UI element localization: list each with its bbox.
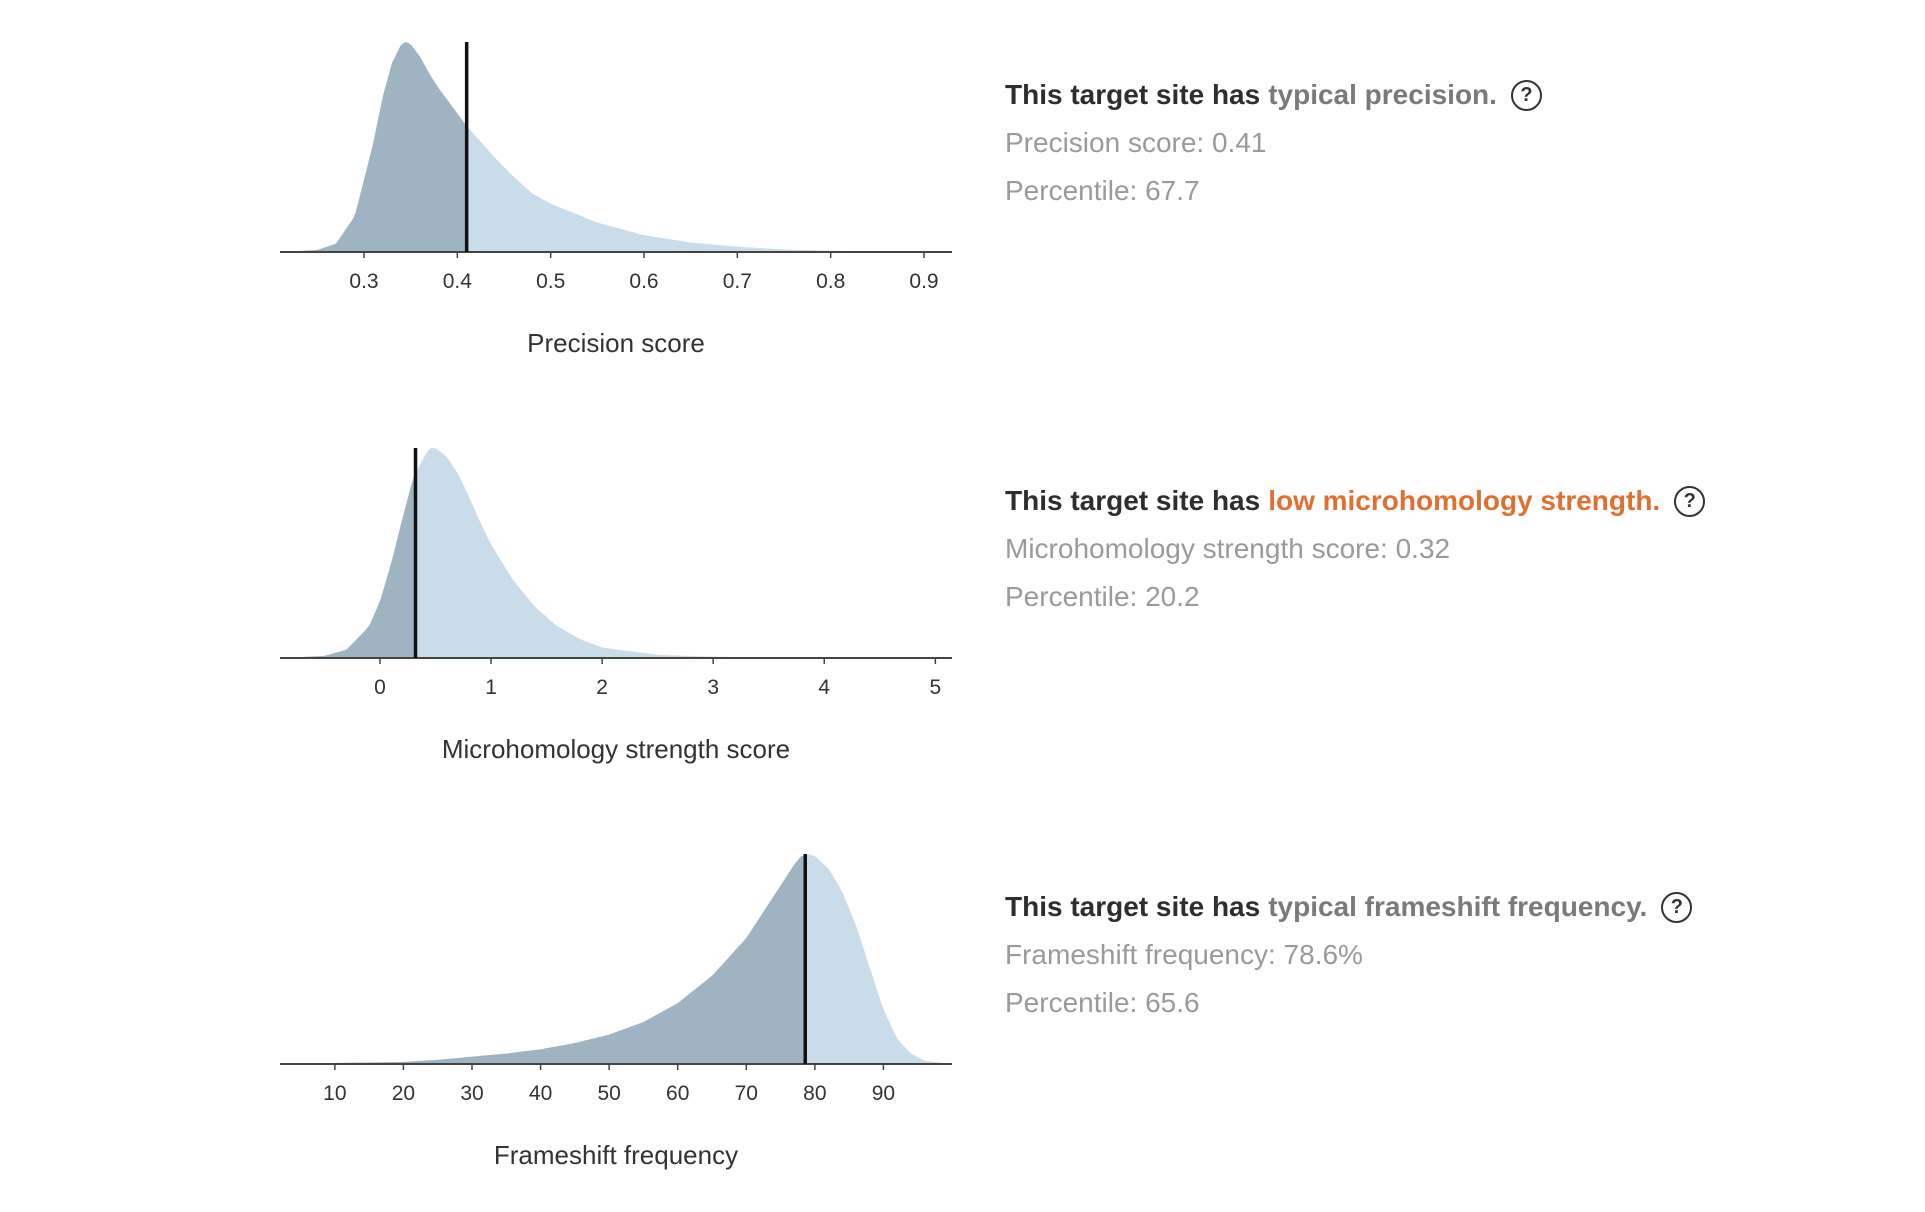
x-tick-label: 30 — [460, 1082, 483, 1105]
headline-prefix: This target site has — [1005, 485, 1261, 516]
distribution-area-above-marker — [466, 126, 952, 252]
microhomology-qualifier: low microhomology strength. — [1268, 485, 1661, 516]
precision-summary: This target site has typical precision. … — [1005, 75, 1542, 211]
microhomology-summary: This target site has low microhomology s… — [1005, 481, 1706, 617]
x-tick-label: 0.8 — [816, 270, 845, 293]
frameshift-distribution-chart: 10 20 30 40 50 60 70 80 90 Frameshift frequency — [280, 854, 952, 1170]
distribution-area-below-marker — [280, 473, 416, 658]
frameshift-summary: This target site has typical frameshift … — [1005, 887, 1693, 1023]
x-tick-label: 20 — [392, 1082, 415, 1105]
x-tick-label: 0.9 — [909, 270, 938, 293]
precision-distribution-chart: 0.3 0.4 0.5 0.6 0.7 0.8 0.9 Precision score — [280, 42, 952, 358]
headline-prefix: This target site has — [1005, 891, 1261, 922]
distribution-area-above-marker — [805, 854, 952, 1064]
distribution-area-above-marker — [415, 448, 952, 658]
x-tick-label: 0.3 — [349, 270, 378, 293]
microhomology-distribution-chart: 0 1 2 3 4 5 Microhomology strength score — [280, 448, 952, 764]
precision-qualifier: typical precision. — [1268, 79, 1497, 110]
microhomology-percentile-text: Percentile: 20.2 — [1005, 581, 1200, 612]
frameshift-panel: 10 20 30 40 50 60 70 80 90 Frameshift frequency T… — [0, 812, 1925, 1212]
precision-score-text: Precision score: 0.41 — [1005, 127, 1267, 158]
x-tick-label: 1 — [485, 676, 497, 699]
x-tick-label: 0.5 — [536, 270, 565, 293]
frameshift-headline: This target site has typical frameshift … — [1005, 887, 1693, 927]
x-tick-label: 4 — [818, 676, 830, 699]
x-tick-label: 3 — [707, 676, 719, 699]
x-tick-label: 80 — [803, 1082, 826, 1105]
frameshift-qualifier: typical frameshift frequency. — [1268, 891, 1648, 922]
x-tick-label: 50 — [597, 1082, 620, 1105]
frameshift-score-text: Frameshift frequency: 78.6% — [1005, 939, 1363, 970]
x-tick-label: 40 — [529, 1082, 552, 1105]
x-tick-label: 0 — [374, 676, 386, 699]
microhomology-score-text: Microhomology strength score: 0.32 — [1005, 533, 1451, 564]
x-tick-label: 90 — [872, 1082, 895, 1105]
x-tick-label: 2 — [596, 676, 608, 699]
x-tick-label: 0.4 — [443, 270, 473, 293]
precision-headline: This target site has typical precision. … — [1005, 75, 1542, 115]
frameshift-percentile-text: Percentile: 65.6 — [1005, 987, 1200, 1018]
x-axis-title: Frameshift frequency — [494, 1140, 738, 1170]
microhomology-headline: This target site has low microhomology s… — [1005, 481, 1706, 521]
x-tick-label: 5 — [929, 676, 941, 699]
distribution-area-below-marker — [280, 854, 806, 1064]
distribution-area-below-marker — [280, 42, 467, 252]
x-axis-title: Precision score — [527, 328, 705, 358]
microhomology-panel: 0 1 2 3 4 5 Microhomology strength score This … — [0, 406, 1925, 806]
headline-prefix: This target site has — [1005, 79, 1261, 110]
x-tick-label: 0.7 — [723, 270, 752, 293]
question-circle-icon[interactable]: ? — [1510, 79, 1542, 111]
x-tick-label: 70 — [735, 1082, 758, 1105]
x-tick-label: 0.6 — [629, 270, 658, 293]
x-tick-label: 10 — [323, 1082, 346, 1105]
x-axis-title: Microhomology strength score — [442, 734, 790, 764]
question-circle-icon[interactable]: ? — [1674, 485, 1706, 517]
x-tick-label: 60 — [666, 1082, 689, 1105]
question-circle-icon[interactable]: ? — [1661, 891, 1693, 923]
precision-percentile-text: Percentile: 67.7 — [1005, 175, 1200, 206]
precision-panel: 0.3 0.4 0.5 0.6 0.7 0.8 0.9 Precision score Thi… — [0, 0, 1925, 400]
